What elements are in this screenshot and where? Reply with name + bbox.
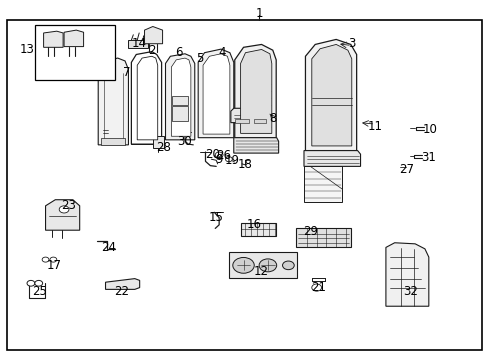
Text: 27: 27 (398, 163, 413, 176)
Polygon shape (165, 54, 194, 140)
Text: 26: 26 (216, 149, 231, 162)
Polygon shape (153, 136, 163, 148)
Polygon shape (98, 58, 128, 145)
Text: 5: 5 (196, 52, 203, 65)
Polygon shape (144, 27, 162, 44)
Polygon shape (233, 138, 278, 153)
Circle shape (35, 280, 42, 286)
Text: 12: 12 (254, 265, 268, 278)
Polygon shape (203, 54, 229, 134)
Text: 15: 15 (208, 211, 223, 224)
Polygon shape (131, 51, 161, 144)
Circle shape (259, 259, 276, 272)
Text: 21: 21 (310, 281, 325, 294)
Polygon shape (295, 228, 350, 247)
Text: 25: 25 (32, 285, 47, 298)
Circle shape (50, 257, 57, 262)
Circle shape (215, 152, 223, 158)
Circle shape (232, 257, 254, 273)
Bar (254, 119, 266, 123)
Polygon shape (45, 200, 80, 230)
Circle shape (225, 157, 232, 162)
Text: 30: 30 (177, 135, 192, 148)
Text: 29: 29 (303, 225, 318, 238)
Polygon shape (304, 166, 341, 202)
Polygon shape (198, 49, 233, 138)
Text: 19: 19 (224, 154, 239, 167)
Text: 24: 24 (101, 241, 116, 254)
Text: 10: 10 (422, 123, 436, 136)
Polygon shape (137, 56, 158, 140)
Polygon shape (240, 49, 271, 134)
Circle shape (282, 261, 294, 270)
Circle shape (59, 206, 69, 213)
Polygon shape (64, 30, 83, 46)
Polygon shape (101, 138, 125, 145)
Polygon shape (305, 40, 356, 150)
Circle shape (311, 284, 321, 291)
Polygon shape (304, 150, 360, 166)
Bar (172, 107, 187, 121)
Polygon shape (105, 279, 140, 289)
Bar (234, 119, 249, 123)
Text: 17: 17 (47, 259, 61, 272)
Polygon shape (385, 243, 428, 306)
Text: 11: 11 (367, 120, 382, 133)
Text: 23: 23 (61, 199, 76, 212)
Polygon shape (234, 44, 276, 138)
Text: 32: 32 (402, 285, 417, 298)
Text: 3: 3 (347, 37, 355, 50)
Text: 18: 18 (238, 158, 252, 171)
Text: 13: 13 (20, 42, 35, 55)
Text: 28: 28 (156, 140, 171, 153)
Text: 8: 8 (268, 112, 276, 125)
Bar (128, 40, 148, 48)
Bar (35, 25, 115, 80)
Bar (240, 223, 275, 235)
Text: 2: 2 (148, 44, 155, 57)
Text: 14: 14 (131, 37, 146, 50)
Text: 20: 20 (205, 148, 220, 161)
Text: 16: 16 (246, 218, 261, 231)
Text: 1: 1 (255, 7, 263, 20)
Polygon shape (43, 31, 63, 47)
Circle shape (42, 257, 49, 262)
Text: 22: 22 (114, 285, 129, 298)
Text: 7: 7 (122, 66, 130, 79)
Text: 6: 6 (175, 46, 182, 59)
Text: 4: 4 (218, 46, 226, 59)
Circle shape (27, 280, 35, 286)
Polygon shape (311, 44, 351, 146)
Text: 9: 9 (215, 153, 223, 166)
Text: 31: 31 (421, 151, 435, 164)
Bar (172, 96, 187, 105)
Polygon shape (228, 252, 297, 278)
Polygon shape (171, 58, 190, 136)
Polygon shape (230, 108, 267, 123)
